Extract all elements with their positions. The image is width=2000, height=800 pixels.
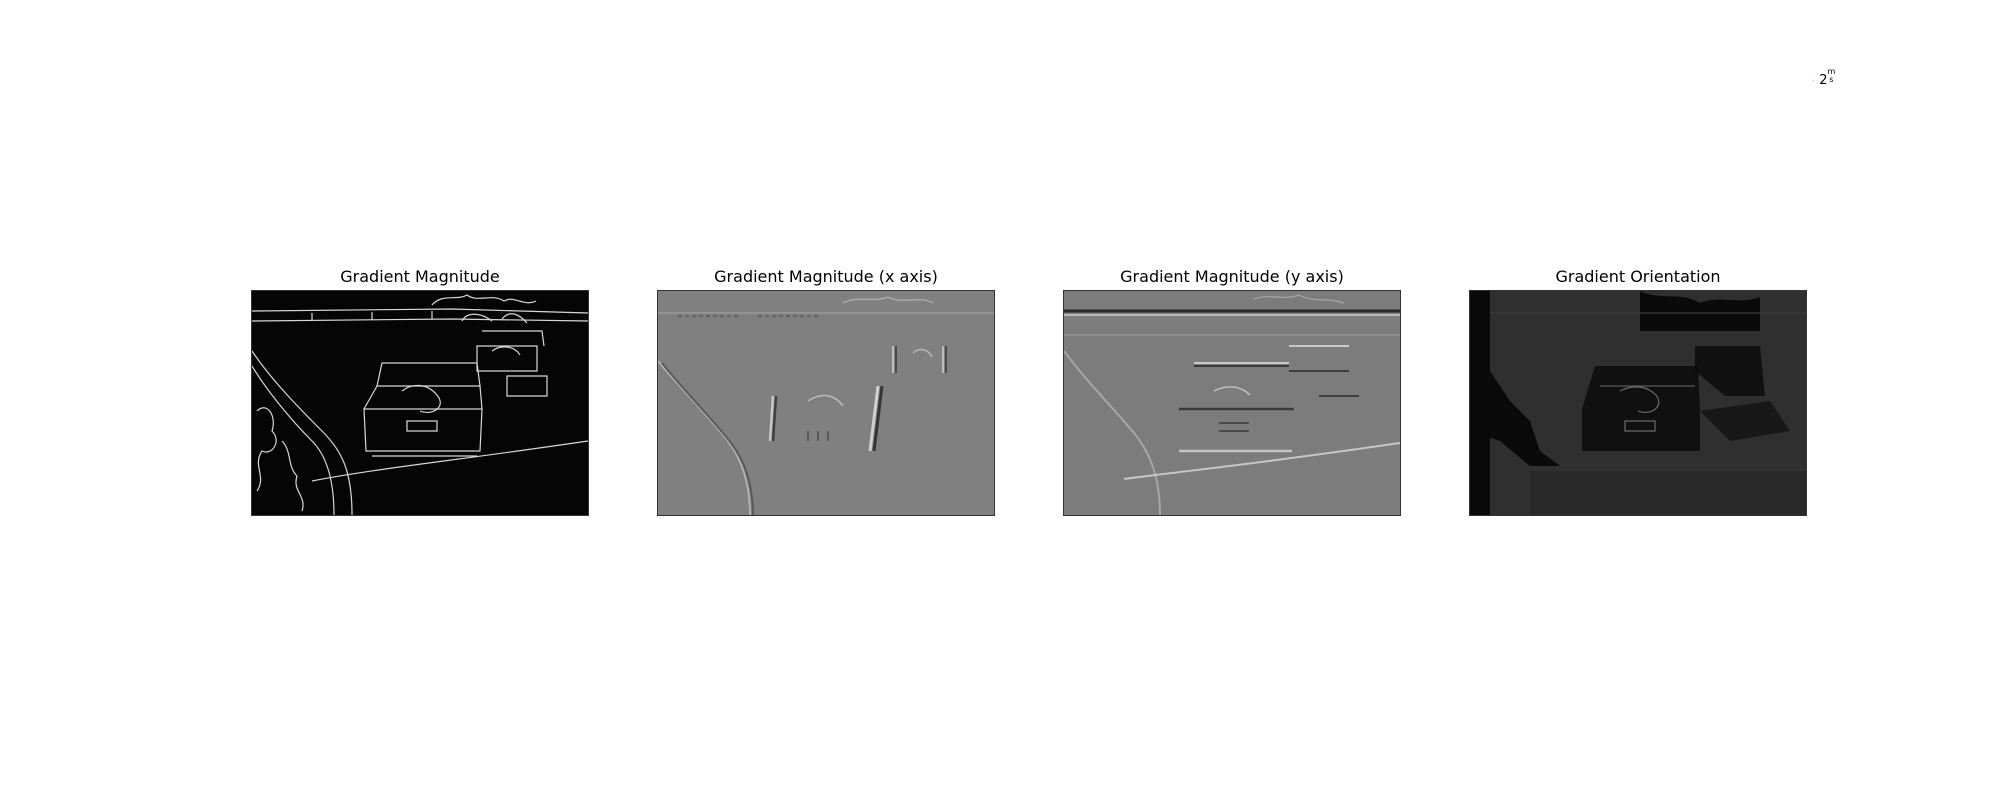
gradient-x-image bbox=[657, 290, 995, 516]
gradient-y-figure bbox=[1064, 291, 1400, 515]
gradient-orientation-figure bbox=[1470, 291, 1806, 515]
gradient-x-figure bbox=[658, 291, 994, 515]
track-surface bbox=[1530, 471, 1806, 515]
corner-annotation: · 2 m s bbox=[1812, 68, 1835, 88]
image-background bbox=[658, 291, 994, 515]
panel-gradient-x: Gradient Magnitude (x axis) bbox=[657, 266, 995, 516]
annotation-denominator: s bbox=[1827, 76, 1835, 84]
panel-title: Gradient Magnitude (y axis) bbox=[1063, 266, 1401, 290]
gradient-y-image bbox=[1063, 290, 1401, 516]
image-background bbox=[252, 291, 588, 515]
image-background bbox=[1064, 291, 1400, 515]
panel-gradient-orientation: Gradient Orientation bbox=[1469, 266, 1807, 516]
annotation-base: 2 bbox=[1819, 73, 1827, 88]
annotation-marker: · bbox=[1812, 76, 1815, 87]
gradient-magnitude-figure bbox=[252, 291, 588, 515]
panel-gradient-y: Gradient Magnitude (y axis) bbox=[1063, 266, 1401, 516]
gradient-magnitude-image bbox=[251, 290, 589, 516]
panel-title: Gradient Magnitude bbox=[251, 266, 589, 290]
panel-title: Gradient Magnitude (x axis) bbox=[657, 266, 995, 290]
gradient-orientation-image bbox=[1469, 290, 1807, 516]
panel-title: Gradient Orientation bbox=[1469, 266, 1807, 290]
panel-gradient-magnitude: Gradient Magnitude bbox=[251, 266, 589, 516]
